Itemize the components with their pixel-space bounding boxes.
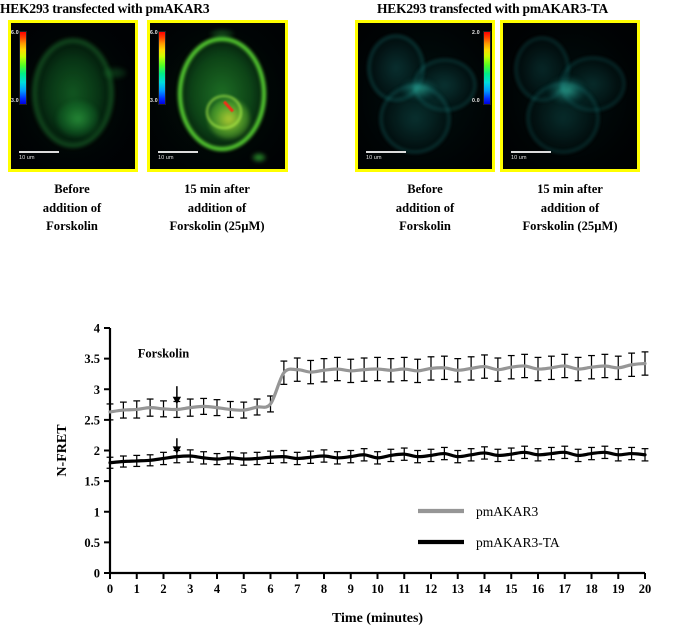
x-tick-label: 10 [371,582,384,596]
colorbar-pmakar3-ta [483,31,491,105]
group-title-pmakar3-ta: HEK293 transfected with pmAKAR3-TA [377,1,609,16]
cell-inner-ring [206,95,242,129]
scale-bar-label: 10 um [158,155,174,161]
x-tick-label: 0 [107,582,113,596]
x-tick-label: 19 [612,582,625,596]
x-tick-label: 7 [294,582,300,596]
cell-membrane [33,39,113,147]
colorbar-min-label: 3.0 [11,98,19,104]
colorbar-min-label: 0.0 [472,98,480,104]
micrograph-canvas [503,23,637,169]
series-line [108,361,647,414]
colorbar-max-label: 6.0 [150,30,158,36]
colorbar-pmakar3 [158,31,166,105]
x-tick-label: 9 [348,582,354,596]
nfret-timecourse-chart: 0 0.5 1 1.5 2 2.5 3 3.5 4 0 1 2 3 4 5 6 7 8 9 10 11 12 13 14 15 1… [0,305,700,633]
y-tick-label: 4 [94,322,101,336]
x-tick-label: 18 [585,582,598,596]
colorbar-pmakar3 [19,31,27,105]
x-tick-label: 3 [187,582,193,596]
caption-pmakar3-after: 15 min after addition of Forskolin (25µM… [169,182,265,233]
forskolin-arrow-head [172,396,182,405]
y-tick-label: 0 [94,567,100,581]
x-tick-label: 16 [532,582,545,596]
caption-pmakar3-before: Before addition of Forskolin [42,182,102,233]
y-axis-title: N-FRET [55,424,70,477]
series-pmAKAR3-TA [106,445,649,469]
x-tick-label: 6 [267,582,273,596]
micrograph-pmakar3ta-before: 2.0 0.0 10 um [355,20,495,172]
x-tick-label: 12 [425,582,438,596]
y-tick-label: 0.5 [84,536,100,550]
colorbar-max-label: 6.0 [11,30,19,36]
x-tick-label: 1 [134,582,140,596]
scale-bar-label: 10 um [511,155,527,161]
y-tick-label: 3 [94,383,100,397]
x-tick-label: 5 [241,582,247,596]
x-tick-label: 2 [160,582,166,596]
cell-junction-bright [402,79,436,99]
forskolin-arrow-head [172,446,182,454]
micrograph-canvas [358,23,492,169]
x-tick-label: 17 [559,582,572,596]
x-tick-label: 4 [214,582,221,596]
series-pmAKAR3 [106,351,649,421]
caption-pmakar3ta-before: Before addition of Forskolin [395,182,455,233]
forskolin-annotation-label: Forskolin [138,346,189,360]
colorbar-max-label: 2.0 [472,30,480,36]
x-tick-label: 20 [639,582,652,596]
micrograph-canvas [11,23,135,169]
y-tick-label: 1.5 [84,475,100,489]
legend-label-pmAKAR3-TA: pmAKAR3-TA [476,535,560,550]
scale-bar-line [511,151,551,153]
y-tick-label: 2 [94,444,100,458]
scale-bar-label: 10 um [19,155,35,161]
cell-protrusion [103,67,127,79]
cell-junction-bright [549,77,585,103]
series-line [108,450,647,465]
micrograph-canvas [150,23,285,169]
legend-label-pmAKAR3: pmAKAR3 [476,504,539,519]
x-tick-label: 14 [478,582,491,596]
x-tick-label: 15 [505,582,518,596]
y-tick-label: 2.5 [84,413,100,427]
y-tick-label: 1 [94,505,100,519]
scale-bar-line [158,151,198,153]
y-tick-label: 3.5 [84,352,100,366]
scale-bar-line [366,151,406,153]
x-tick-label: 8 [321,582,327,596]
caption-pmakar3ta-after: 15 min after addition of Forskolin (25µM… [522,182,618,233]
cell-nucleus-region [57,101,99,137]
scale-bar-label: 10 um [366,155,382,161]
cell-satellite-bottom [252,153,266,162]
micrograph-pmakar3-after: 6.0 3.0 10 um [147,20,288,172]
scale-bar-line [19,151,59,153]
cell-membrane-bright [178,37,266,151]
micrograph-pmakar3-before: 6.0 3.0 10 um [8,20,138,172]
colorbar-min-label: 3.0 [150,98,158,104]
micrograph-pmakar3ta-after: 10 um [500,20,640,172]
x-axis-title: Time (minutes) [332,611,423,626]
x-tick-label: 13 [452,582,465,596]
group-title-pmakar3: HEK293 transfected with pmAKAR3 [0,1,210,16]
cell-satellite-top [210,29,234,39]
chart-svg: 00.511.522.533.540 1 2 3 4 5 6 7 8 9 10 11 12 13 14 15 1… [55,322,652,626]
x-tick-label: 11 [398,582,410,596]
